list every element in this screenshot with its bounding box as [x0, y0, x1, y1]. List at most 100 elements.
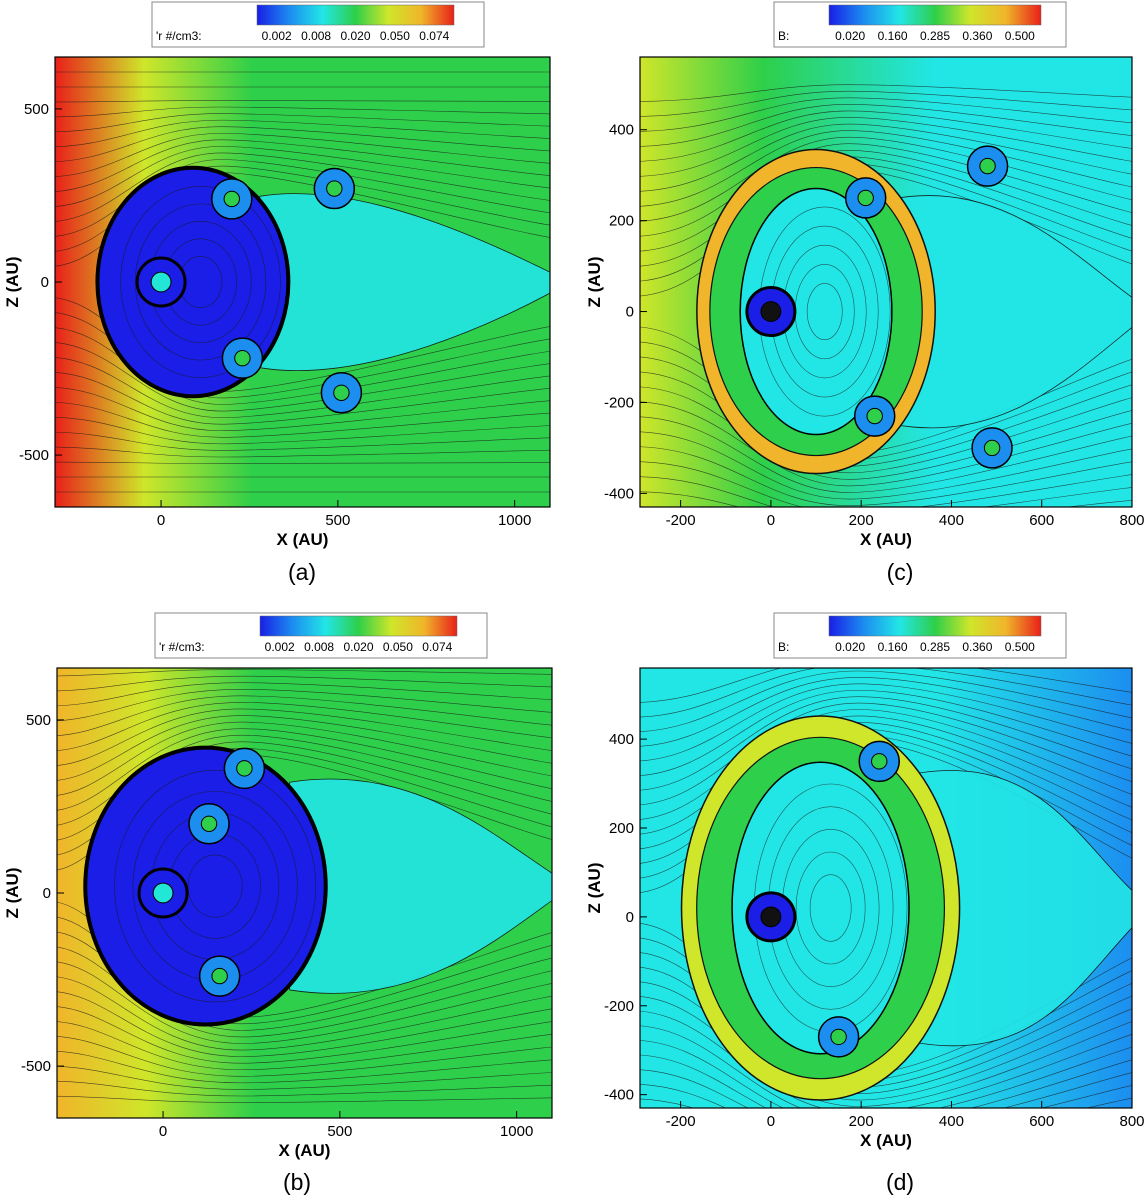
- x-tick-label: 0: [767, 1113, 775, 1130]
- x-axis-title: X (AU): [860, 1131, 912, 1150]
- contour-line: [640, 386, 1132, 480]
- y-tick-label: -500: [21, 1058, 51, 1075]
- legend-label: 'r #/cm3:: [159, 640, 205, 654]
- contour-line: [57, 708, 552, 766]
- wake-region: [891, 195, 1132, 429]
- central-source-core: [152, 882, 174, 904]
- contour-line: [57, 991, 552, 1057]
- y-axis-title: Z (AU): [585, 863, 604, 914]
- legend-tick-label: 0.500: [1005, 640, 1035, 654]
- contour-line: [55, 402, 550, 438]
- contour-line: [806, 283, 843, 340]
- wake-region: [259, 193, 550, 371]
- legend-tick-label: 0.160: [878, 640, 908, 654]
- x-tick-label: 400: [939, 512, 964, 529]
- contour-line: [640, 670, 1132, 732]
- y-tick-label: -400: [604, 485, 634, 502]
- panel-caption: (b): [283, 1169, 311, 1195]
- y-axis-title: Z (AU): [3, 257, 22, 308]
- x-axis-title: X (AU): [277, 530, 329, 549]
- contour-line: [640, 104, 1132, 147]
- y-tick-label: 500: [24, 101, 49, 118]
- wake-region: [908, 770, 1132, 1047]
- x-tick-label: 600: [1029, 512, 1054, 529]
- y-tick-label: 0: [626, 304, 634, 321]
- x-tick-label: 600: [1029, 1113, 1054, 1130]
- contour-line: [55, 152, 550, 222]
- x-tick-label: 800: [1119, 512, 1144, 529]
- x-axis-title: X (AU): [860, 530, 912, 549]
- y-tick-label: -200: [604, 998, 634, 1015]
- central-source-core: [760, 906, 782, 928]
- contour-line: [55, 132, 550, 177]
- y-tick-label: 400: [609, 122, 634, 139]
- contour-line: [57, 976, 552, 1051]
- contour-line: [57, 715, 552, 781]
- contour-line: [640, 416, 1132, 493]
- contour-line: [55, 146, 550, 207]
- legend-tick-label: 0.002: [262, 29, 292, 43]
- contour-line: [640, 1069, 1132, 1108]
- contour-line: [640, 1054, 1132, 1108]
- y-tick-label: 400: [609, 731, 634, 748]
- contour-line: [55, 342, 550, 412]
- contour-line: [57, 961, 552, 1044]
- panel-c: -200 0 200 400 600 800 -400 -200 0 200 400 X (AU) Z …: [585, 1, 1145, 585]
- x-tick-label: 500: [327, 1123, 352, 1140]
- contour-line: [640, 709, 1132, 820]
- contour-line: [640, 683, 1132, 762]
- clump-core: [200, 815, 218, 832]
- x-tick-label: 200: [849, 1113, 874, 1130]
- contour-line: [640, 1010, 1132, 1108]
- clump-core: [223, 190, 240, 208]
- contour-line: [55, 106, 550, 118]
- y-tick-label: 0: [41, 274, 49, 291]
- contour-line: [640, 446, 1132, 506]
- y-tick-label: 200: [609, 820, 634, 837]
- legend-tick-label: 0.050: [383, 640, 413, 654]
- x-tick-label: 400: [939, 1113, 964, 1130]
- x-tick-label: -200: [666, 512, 696, 529]
- contour-line: [57, 1066, 552, 1090]
- contour-line: [55, 126, 550, 162]
- legend-tick-label: 0.008: [304, 640, 334, 654]
- legend-tick-label: 0.285: [920, 29, 950, 43]
- contour-line: [640, 668, 1132, 718]
- contour-line: [57, 1080, 552, 1097]
- contour-line: [57, 695, 552, 736]
- contour-line: [640, 461, 1132, 507]
- contour-line: [134, 203, 267, 361]
- contour-line: [114, 769, 317, 1003]
- legend-colorbar: [828, 4, 1042, 26]
- bubble: [731, 761, 910, 1055]
- contour-line: [640, 130, 1132, 207]
- contour-line: [640, 90, 1132, 117]
- contour-line: [640, 123, 1132, 192]
- contour-line: [640, 149, 1132, 252]
- contour-line: [57, 734, 552, 826]
- legend-tick-label: 0.020: [835, 640, 865, 654]
- legend-colorbar: [256, 4, 455, 26]
- contour-line: [55, 446, 550, 458]
- contour-line: [640, 1084, 1132, 1108]
- contour-line: [640, 97, 1132, 132]
- panel-d: -200 0 200 400 600 800 -400 -200 0 200 400 X (AU) Z …: [585, 612, 1145, 1195]
- y-tick-label: 500: [26, 712, 51, 729]
- legend-tick-label: 0.074: [419, 29, 449, 43]
- contour-line: [55, 357, 550, 418]
- contour-line: [55, 387, 550, 432]
- contour-line: [57, 946, 552, 1038]
- plot-area-b: [57, 668, 552, 1118]
- contour-line: [57, 1021, 552, 1071]
- contour-line: [55, 113, 550, 133]
- color-legend: B: 0.020 0.160 0.285 0.360 0.500: [773, 612, 1067, 659]
- legend-tick-label: 0.285: [920, 640, 950, 654]
- legend-tick-label: 0.360: [962, 640, 992, 654]
- contour-line: [57, 682, 552, 707]
- contour-line: [640, 996, 1132, 1107]
- contour-line: [640, 668, 1132, 703]
- contour-line: [57, 1051, 552, 1084]
- contour-line: [640, 1025, 1132, 1108]
- legend-label: B:: [778, 29, 789, 43]
- y-tick-label: -200: [604, 394, 634, 411]
